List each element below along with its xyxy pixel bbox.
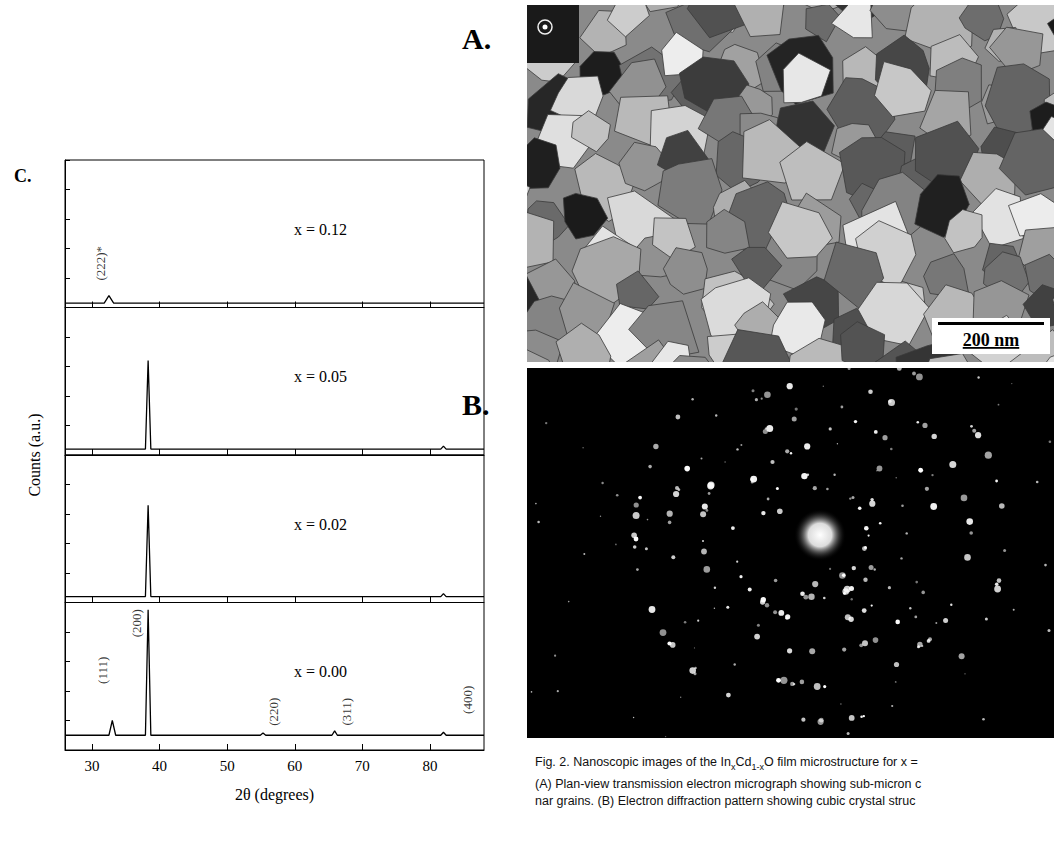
svg-text:(311): (311)	[339, 698, 354, 726]
html-text:nar grains. (B) Electron diffr: nar grains. (B) Electron diffraction pat…	[535, 793, 916, 808]
svg-text:x = 0.12: x = 0.12	[294, 221, 347, 238]
svg-text:(200): (200)	[129, 609, 144, 637]
svg-text:x = 0.00: x = 0.00	[294, 663, 347, 680]
svg-text:(400): (400)	[460, 686, 475, 714]
html-text:(A) Plan-view transmission ele: (A) Plan-view transmission electron micr…	[535, 776, 922, 791]
svg-text:40: 40	[152, 758, 167, 774]
svg-text:C.: C.	[14, 166, 32, 186]
svg-text:50: 50	[220, 758, 235, 774]
svg-text:Counts (a.u.): Counts (a.u.)	[26, 413, 44, 496]
svg-text:30: 30	[85, 758, 100, 774]
svg-text:(220): (220)	[266, 698, 281, 726]
html-text:Fig. 2. Nanoscopic images of t: Fig. 2. Nanoscopic images of the InxCd1-…	[535, 755, 918, 772]
svg-text:x = 0.02: x = 0.02	[294, 516, 347, 533]
svg-text:70: 70	[355, 758, 370, 774]
svg-text:60: 60	[287, 758, 302, 774]
svg-text:2θ (degrees): 2θ (degrees)	[235, 786, 314, 804]
svg-text:200 nm: 200 nm	[963, 330, 1020, 350]
svg-text:(111): (111)	[95, 657, 110, 684]
svg-text:x = 0.05: x = 0.05	[294, 368, 347, 385]
svg-text:(222)*: (222)*	[93, 246, 108, 281]
html-text:A.: A.	[462, 22, 492, 55]
svg-text:80: 80	[422, 758, 437, 774]
html-text:B.: B.	[462, 388, 490, 421]
